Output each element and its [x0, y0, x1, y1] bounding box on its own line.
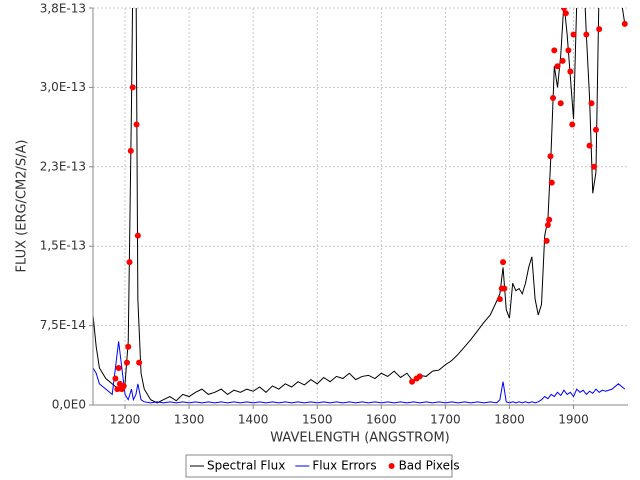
bad-pixel	[567, 68, 574, 75]
x-tick-label: 1800	[494, 413, 525, 427]
bad-pixel	[586, 142, 593, 149]
bad-pixel	[409, 378, 416, 385]
bad-pixel	[565, 47, 572, 54]
bad-pixel	[501, 285, 508, 292]
x-tick-label: 1600	[366, 413, 397, 427]
bad-pixel	[554, 63, 561, 70]
bad-pixel	[591, 163, 598, 170]
bad-pixel	[596, 26, 603, 33]
bad-pixel	[496, 296, 503, 303]
bad-pixel	[546, 216, 553, 223]
y-axis-label: FLUX (ERG/CM2/S/A)	[15, 140, 30, 273]
x-tick-label: 1900	[558, 413, 589, 427]
x-tick-label: 1500	[302, 413, 333, 427]
bad-pixel	[134, 232, 141, 239]
y-tick-label: 2,3E-13	[40, 159, 86, 173]
bad-pixel	[127, 147, 134, 154]
x-tick-label: 1700	[430, 413, 461, 427]
legend-label: Spectral Flux	[207, 459, 285, 473]
plot-area	[93, 8, 628, 405]
bad-pixel	[112, 375, 119, 382]
bad-pixel	[133, 121, 140, 128]
bad-pixel	[550, 94, 557, 101]
bad-pixel	[120, 382, 127, 389]
bad-pixel	[570, 31, 577, 38]
bad-pixel	[548, 179, 555, 186]
bad-pixel	[551, 47, 558, 54]
bad-pixel	[125, 343, 132, 350]
bad-pixel	[544, 222, 551, 229]
legend-marker	[388, 463, 395, 469]
legend-label: Flux Errors	[312, 459, 376, 473]
legend-label: Bad Pixels	[399, 459, 460, 473]
y-tick-label: 3,8E-13	[40, 2, 86, 16]
x-axis-label: WAVELENGTH (ANGSTROM)	[270, 431, 449, 446]
bad-pixel	[115, 364, 122, 371]
bad-pixel	[416, 373, 423, 380]
bad-pixel	[569, 121, 576, 128]
bad-pixel	[547, 153, 554, 160]
y-tick-label: 3,0E-13	[40, 80, 86, 94]
bad-pixel	[562, 10, 569, 17]
x-tick-label: 1400	[238, 413, 269, 427]
bad-pixel	[543, 237, 550, 244]
bad-pixel	[136, 359, 143, 366]
bad-pixel	[588, 100, 595, 107]
bad-pixel	[557, 100, 564, 107]
bad-pixel	[559, 57, 566, 64]
bad-pixel	[592, 126, 599, 133]
y-tick-label: 7,5E-14	[40, 318, 86, 332]
x-tick-label: 1200	[110, 413, 141, 427]
bad-pixel	[583, 31, 590, 38]
series-line	[93, 341, 626, 404]
legend	[185, 454, 453, 478]
y-tick-label: 1,5E-13	[40, 239, 86, 253]
y-tick-label: 0,0E0	[52, 398, 86, 412]
bad-pixel	[126, 259, 133, 266]
series-line	[93, 8, 626, 404]
bad-pixel	[129, 84, 136, 91]
bad-pixel	[123, 359, 130, 366]
x-tick-label: 1300	[174, 413, 205, 427]
bad-pixel	[114, 386, 121, 393]
bad-pixel	[621, 20, 628, 27]
bad-pixel	[500, 259, 507, 266]
bad-pixel	[560, 8, 567, 11]
